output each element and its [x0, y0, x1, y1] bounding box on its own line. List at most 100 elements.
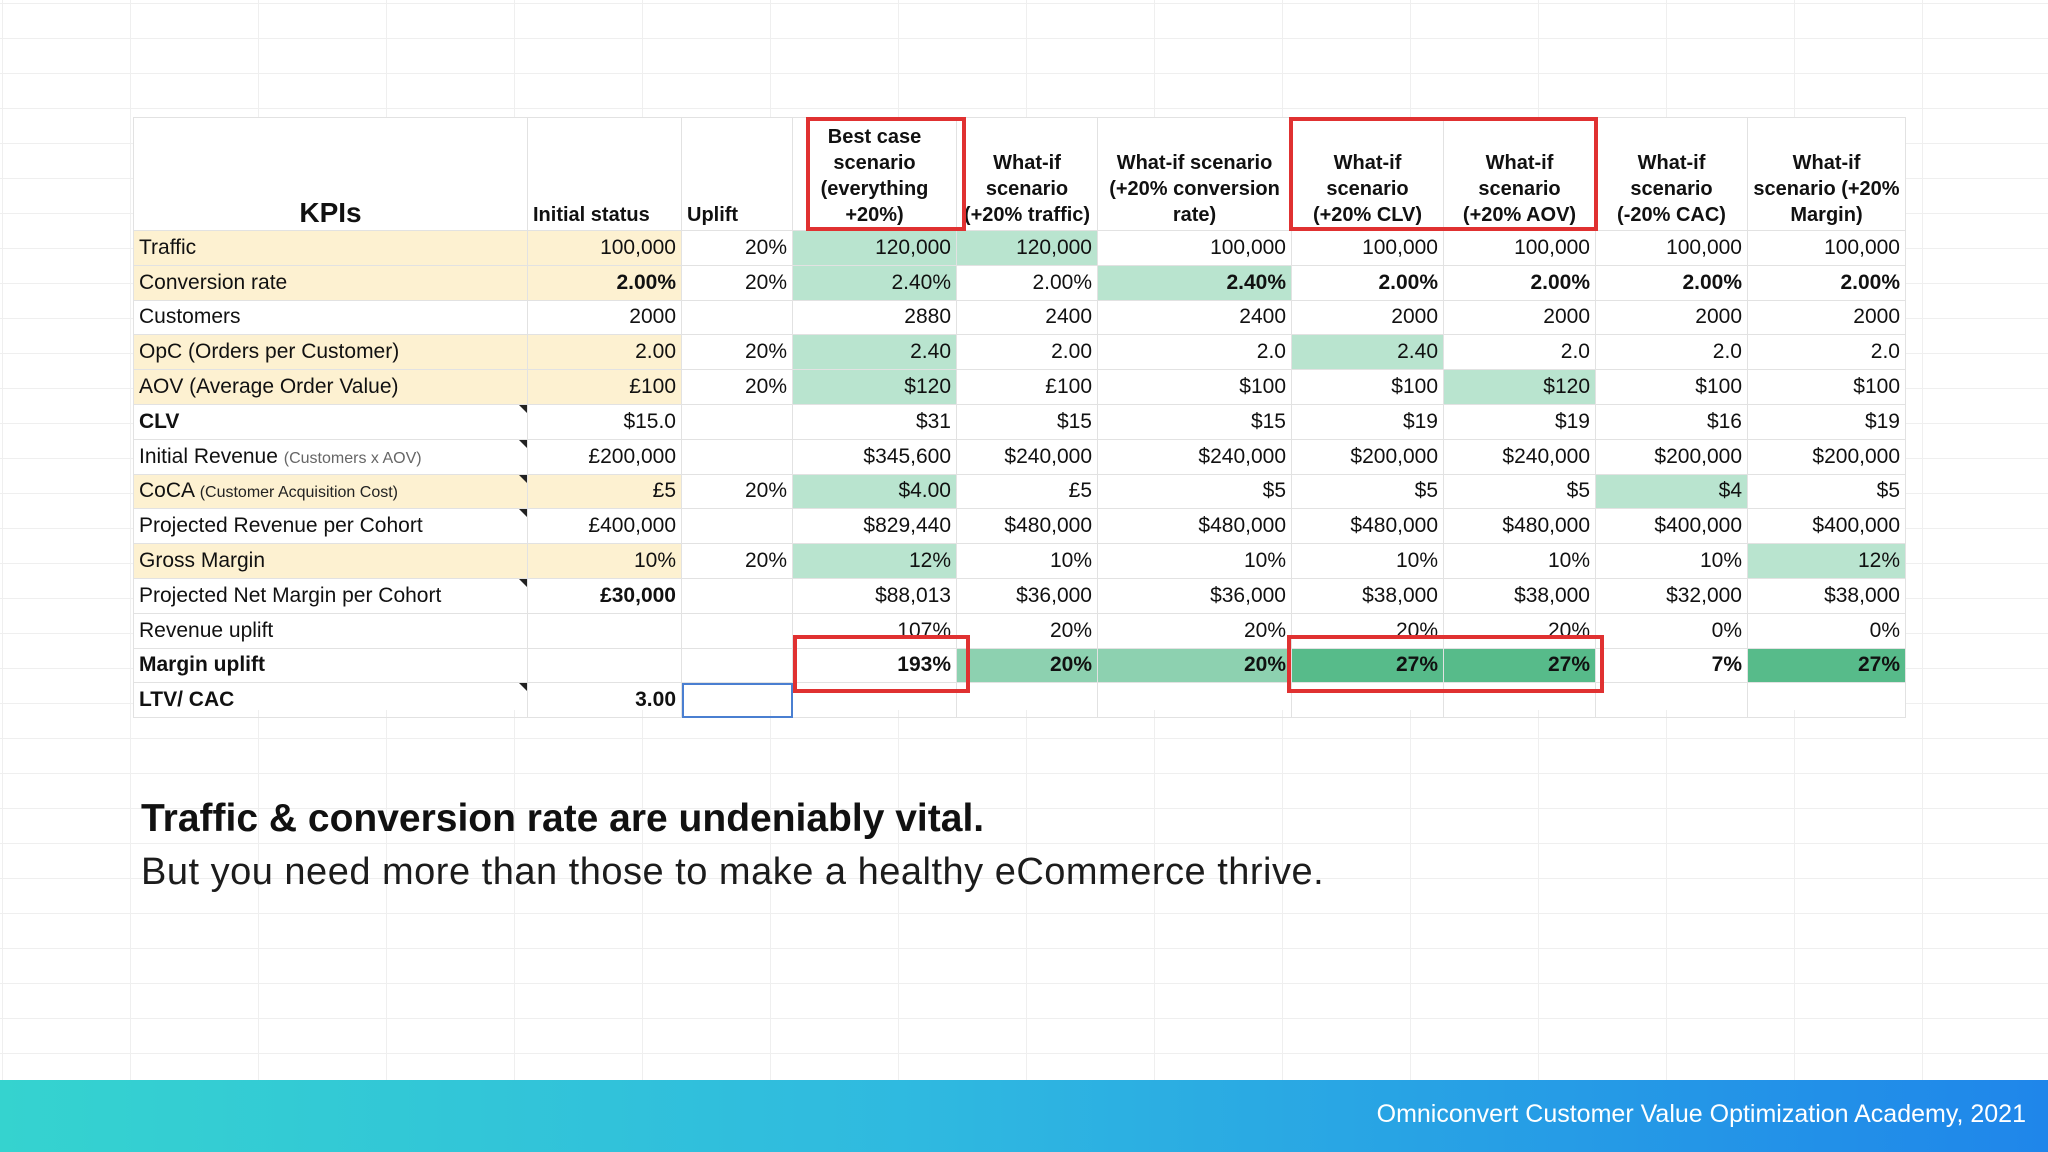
cell[interactable]: 0%	[1747, 612, 1906, 649]
cell[interactable]: 10%	[1291, 543, 1444, 579]
cell[interactable]: 2400	[1097, 299, 1292, 336]
cell[interactable]: 120,000	[956, 230, 1098, 266]
cell[interactable]: 20%	[1443, 612, 1596, 649]
row-label-opc[interactable]: OpC (Orders per Customer)	[133, 334, 528, 371]
cell[interactable]: £400,000	[527, 508, 682, 545]
row-label-margin-uplift[interactable]: Margin uplift	[133, 647, 528, 684]
cell[interactable]: 193%	[792, 647, 957, 684]
cell[interactable]: $16	[1595, 403, 1748, 440]
cell[interactable]: 20%	[1097, 647, 1292, 684]
cell[interactable]: 10%	[1443, 543, 1596, 579]
row-label-traffic[interactable]: Traffic	[133, 230, 528, 266]
cell[interactable]: $19	[1747, 403, 1906, 440]
cell[interactable]: $100	[1097, 369, 1292, 405]
header-whatif-cac[interactable]: What-if scenario (-20% CAC)	[1595, 117, 1748, 231]
cell[interactable]: 120,000	[792, 230, 957, 266]
header-whatif-margin[interactable]: What-if scenario (+20% Margin)	[1747, 117, 1906, 231]
cell[interactable]: $100	[1595, 369, 1748, 405]
cell[interactable]: 2000	[1291, 299, 1444, 336]
cell[interactable]: $829,440	[792, 508, 957, 545]
cell[interactable]: 100,000	[1443, 230, 1596, 266]
row-label-conversion-rate[interactable]: Conversion rate	[133, 264, 528, 301]
cell[interactable]: 2.00%	[956, 264, 1098, 301]
cell[interactable]: 20%	[681, 334, 793, 371]
row-label-coca[interactable]: CoCA (Customer Acquisition Cost)	[133, 473, 528, 510]
cell[interactable]	[792, 682, 957, 719]
row-label-clv[interactable]: CLV	[133, 403, 528, 440]
cell[interactable]: $5	[1443, 473, 1596, 510]
row-label-ltv-cac[interactable]: LTV/ CAC	[133, 682, 528, 719]
cell[interactable]: £5	[956, 473, 1098, 510]
header-uplift[interactable]: Uplift	[681, 117, 793, 231]
cell[interactable]	[1097, 682, 1292, 719]
cell[interactable]: 20%	[1097, 612, 1292, 649]
cell[interactable]: 2400	[956, 299, 1098, 336]
cell[interactable]: £100	[956, 369, 1098, 405]
cell[interactable]: 10%	[1097, 543, 1292, 579]
cell[interactable]: $400,000	[1595, 508, 1748, 545]
cell[interactable]: 10%	[527, 543, 682, 579]
cell[interactable]: 20%	[956, 612, 1098, 649]
cell[interactable]: 2880	[792, 299, 957, 336]
cell[interactable]	[1443, 682, 1596, 719]
cell[interactable]: 100,000	[1097, 230, 1292, 266]
cell[interactable]: 2.00	[956, 334, 1098, 371]
cell[interactable]: $38,000	[1291, 577, 1444, 614]
cell[interactable]: $15.0	[527, 403, 682, 440]
cell[interactable]: $31	[792, 403, 957, 440]
cell[interactable]: $5	[1291, 473, 1444, 510]
cell[interactable]: 20%	[956, 647, 1098, 684]
cell[interactable]: $88,013	[792, 577, 957, 614]
cell[interactable]: $480,000	[1097, 508, 1292, 545]
cell[interactable]: $36,000	[1097, 577, 1292, 614]
cell[interactable]	[527, 612, 682, 649]
cell[interactable]	[681, 647, 793, 684]
cell[interactable]: 20%	[681, 264, 793, 301]
cell[interactable]: 2.00%	[1747, 264, 1906, 301]
cell[interactable]: 2.40%	[792, 264, 957, 301]
cell[interactable]: 100,000	[1291, 230, 1444, 266]
cell[interactable]: 10%	[956, 543, 1098, 579]
cell[interactable]	[681, 508, 793, 545]
cell[interactable]: 12%	[1747, 543, 1906, 579]
row-label-initial-revenue[interactable]: Initial Revenue (Customers x AOV)	[133, 438, 528, 475]
cell[interactable]: 7%	[1595, 647, 1748, 684]
header-kpis[interactable]: KPIs	[133, 117, 528, 231]
cell[interactable]: 2.00%	[1443, 264, 1596, 301]
cell[interactable]: $4.00	[792, 473, 957, 510]
cell[interactable]	[1291, 682, 1444, 719]
cell[interactable]: $200,000	[1595, 438, 1748, 475]
cell[interactable]	[681, 438, 793, 475]
cell[interactable]	[681, 299, 793, 336]
cell[interactable]: $36,000	[956, 577, 1098, 614]
cell[interactable]: $38,000	[1443, 577, 1596, 614]
cell[interactable]: $15	[956, 403, 1098, 440]
header-whatif-aov[interactable]: What-if scenario (+20% AOV)	[1443, 117, 1596, 231]
cell[interactable]: 2.0	[1443, 334, 1596, 371]
header-whatif-conversion[interactable]: What-if scenario (+20% conversion rate)	[1097, 117, 1292, 231]
cell[interactable]: $100	[1747, 369, 1906, 405]
row-label-gross-margin[interactable]: Gross Margin	[133, 543, 528, 579]
cell[interactable]: £30,000	[527, 577, 682, 614]
cell[interactable]: 10%	[1595, 543, 1748, 579]
cell[interactable]: 2000	[1443, 299, 1596, 336]
cell[interactable]: $120	[1443, 369, 1596, 405]
header-whatif-clv[interactable]: What-if scenario (+20% CLV)	[1291, 117, 1444, 231]
cell[interactable]: 12%	[792, 543, 957, 579]
header-whatif-traffic[interactable]: What-if scenario (+20% traffic)	[956, 117, 1098, 231]
cell[interactable]	[681, 577, 793, 614]
row-label-revenue-uplift[interactable]: Revenue uplift	[133, 612, 528, 649]
cell[interactable]: 2.00	[527, 334, 682, 371]
cell[interactable]: 2.40	[792, 334, 957, 371]
cell[interactable]	[681, 612, 793, 649]
cell[interactable]: $100	[1291, 369, 1444, 405]
cell[interactable]: £200,000	[527, 438, 682, 475]
cell[interactable]: 2000	[527, 299, 682, 336]
cell[interactable]: $480,000	[1443, 508, 1596, 545]
row-label-projected-revenue[interactable]: Projected Revenue per Cohort	[133, 508, 528, 545]
cell[interactable]	[681, 403, 793, 440]
cell[interactable]: $345,600	[792, 438, 957, 475]
cell[interactable]: $38,000	[1747, 577, 1906, 614]
cell[interactable]: $240,000	[956, 438, 1098, 475]
row-label-net-margin[interactable]: Projected Net Margin per Cohort	[133, 577, 528, 614]
